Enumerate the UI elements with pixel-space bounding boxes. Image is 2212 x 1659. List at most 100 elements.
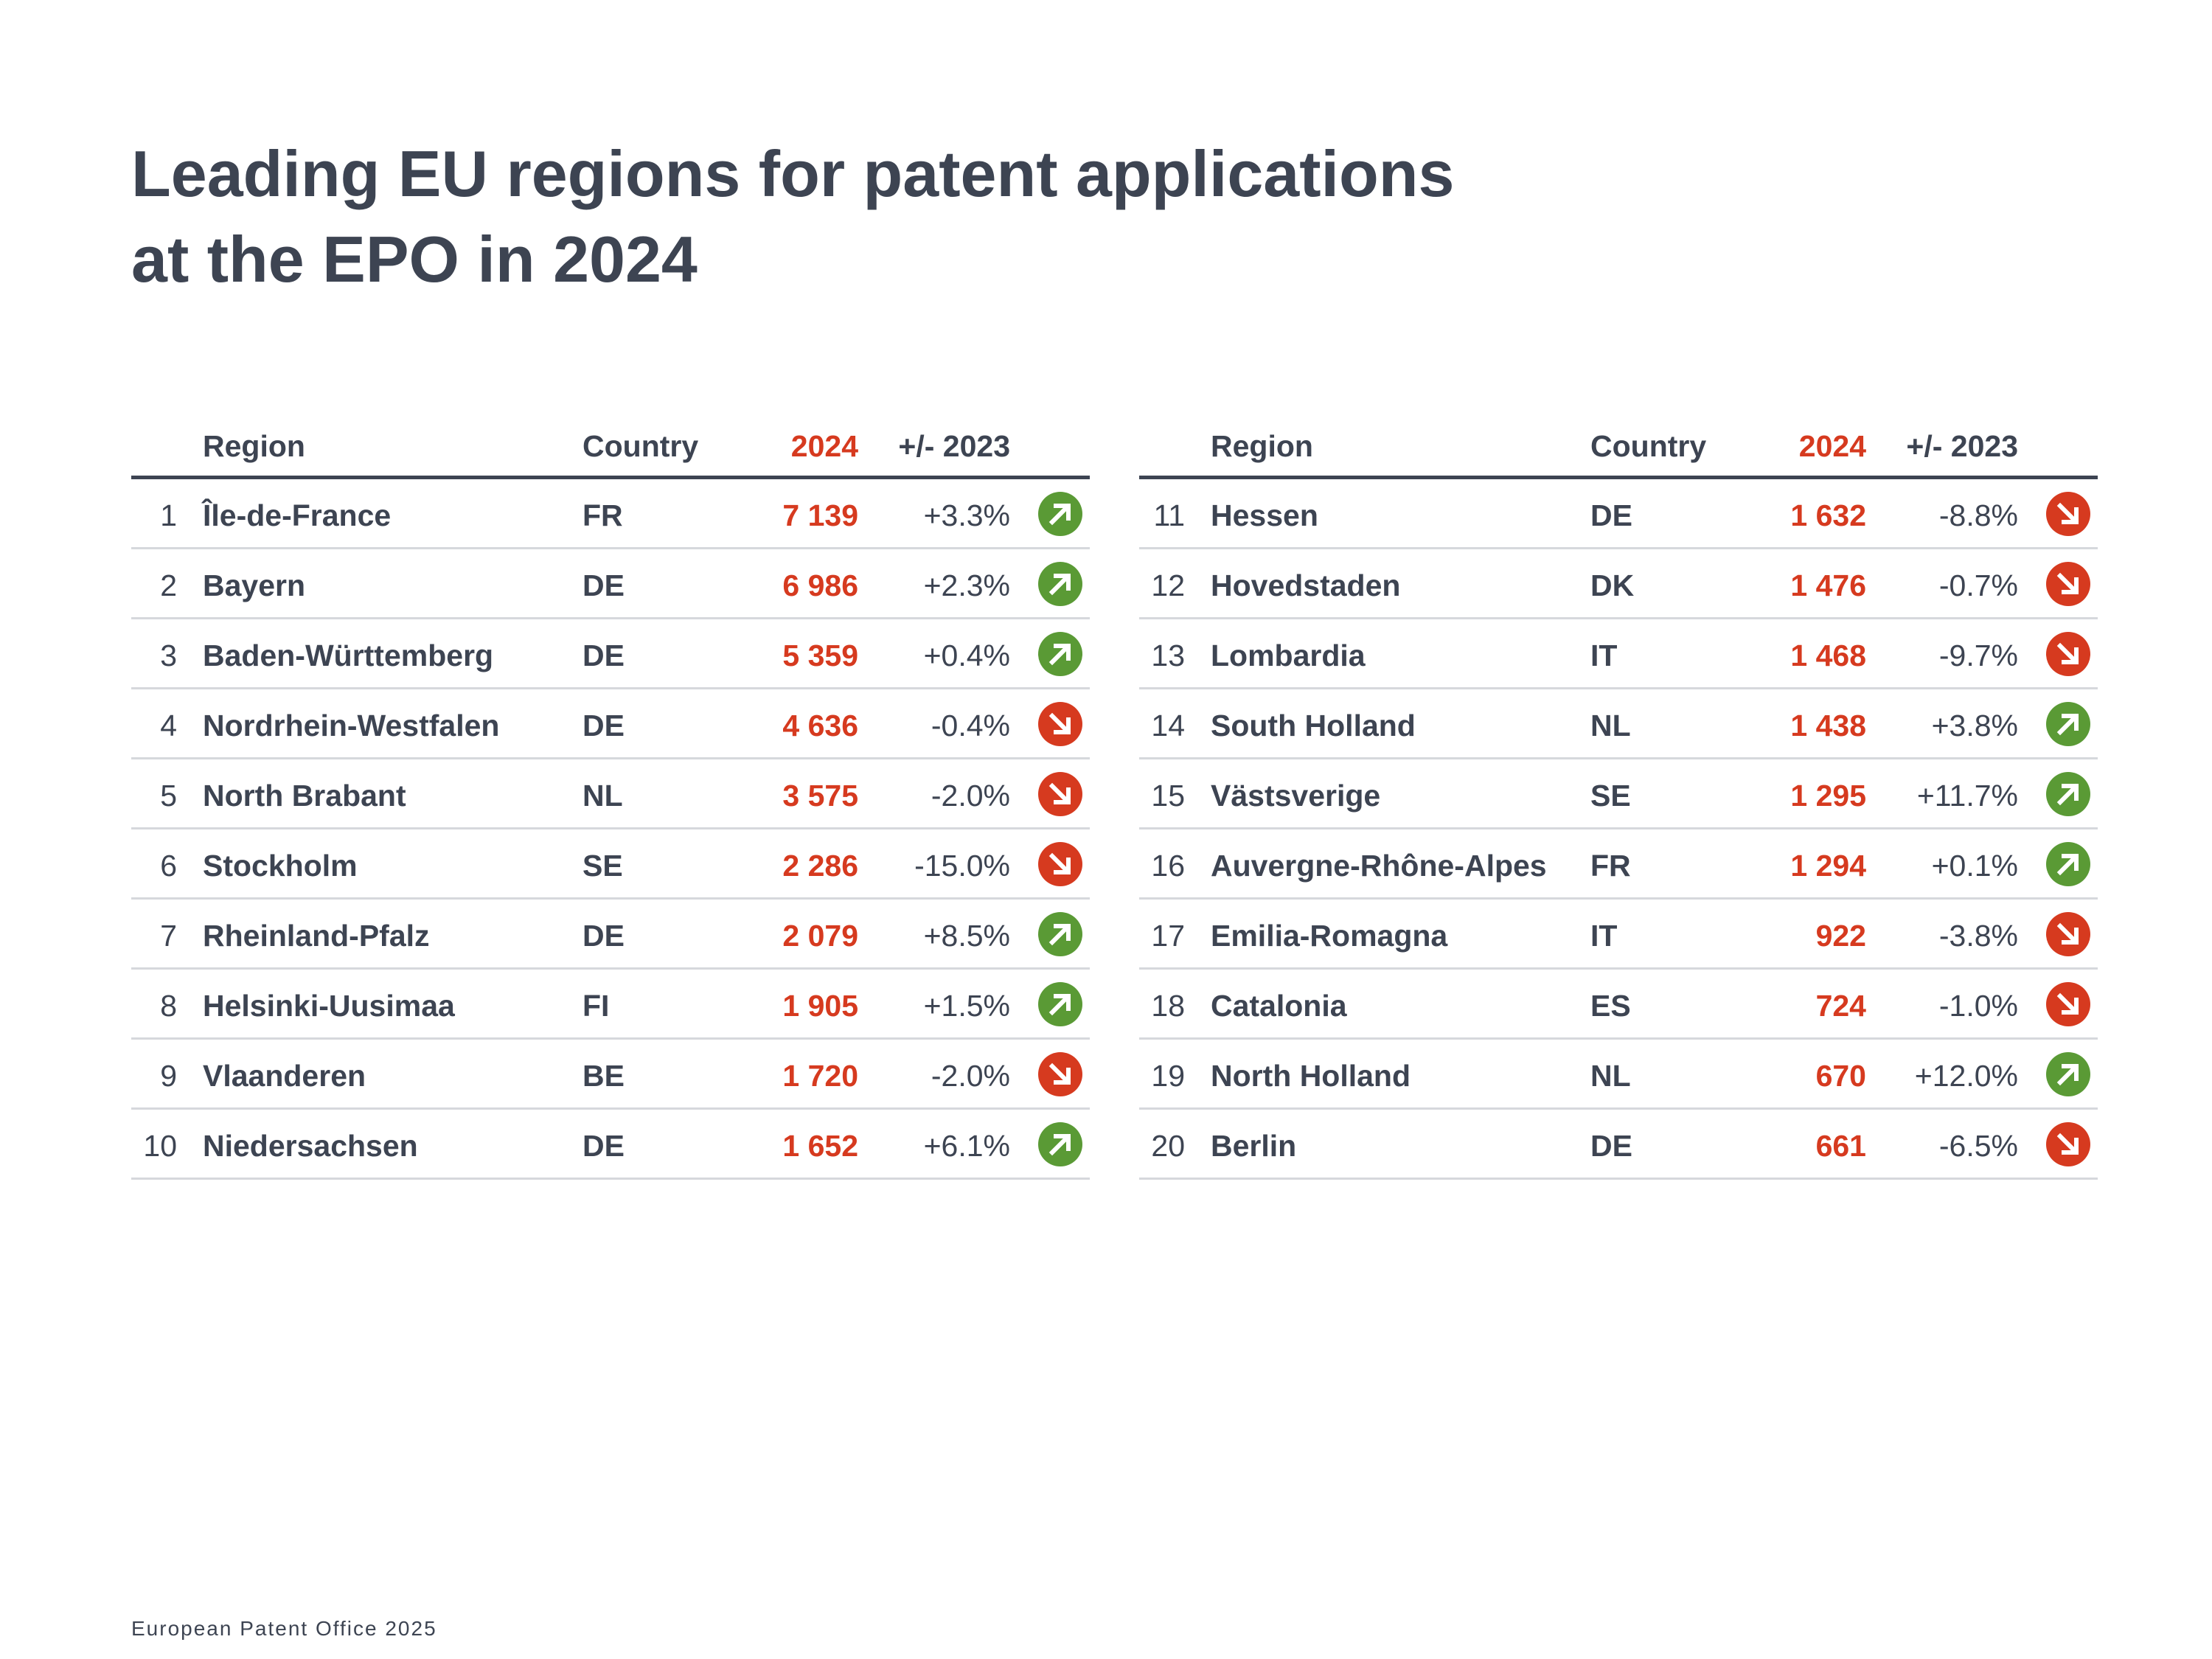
table-header: Region Country 2024 +/- 2023 xyxy=(1139,417,2098,479)
change-cell: -0.7% xyxy=(1939,568,2018,603)
value-cell: 4 636 xyxy=(782,709,858,743)
change-cell: +11.7% xyxy=(1917,779,2018,813)
region-cell: Emilia-Romagna xyxy=(1211,919,1447,953)
country-cell: DE xyxy=(582,709,625,743)
arrow-up-right-icon xyxy=(1038,982,1082,1026)
change-cell: -8.8% xyxy=(1939,498,2018,533)
value-cell: 2 286 xyxy=(782,849,858,883)
value-cell: 661 xyxy=(1816,1129,1866,1164)
header-country: Country xyxy=(582,429,698,464)
rank-cell: 17 xyxy=(1139,919,1185,953)
country-cell: FR xyxy=(1590,849,1631,883)
country-cell: IT xyxy=(1590,639,1617,673)
header-change: +/- 2023 xyxy=(1906,429,2018,464)
change-cell: -1.0% xyxy=(1939,989,2018,1023)
page-title: Leading EU regions for patent applicatio… xyxy=(131,131,1454,302)
arrow-down-right-icon xyxy=(2046,632,2090,676)
rank-cell: 16 xyxy=(1139,849,1185,883)
value-cell: 1 438 xyxy=(1790,709,1866,743)
table-row: 4Nordrhein-WestfalenDE4 636-0.4% xyxy=(131,689,1090,759)
arrow-up-right-icon xyxy=(1038,562,1082,606)
arrow-up-right-icon xyxy=(1038,632,1082,676)
country-cell: FI xyxy=(582,989,609,1023)
arrow-up-right-icon xyxy=(1038,912,1082,956)
table-row: 1Île-de-FranceFR7 139+3.3% xyxy=(131,479,1090,549)
arrow-up-right-icon xyxy=(2046,772,2090,816)
change-cell: +0.1% xyxy=(1932,849,2018,883)
region-cell: Västsverige xyxy=(1211,779,1380,813)
change-cell: +12.0% xyxy=(1915,1059,2018,1093)
title-line-2: at the EPO in 2024 xyxy=(131,217,1454,302)
region-cell: Niedersachsen xyxy=(203,1129,418,1164)
table-row: 11HessenDE1 632-8.8% xyxy=(1139,479,2098,549)
change-cell: +8.5% xyxy=(924,919,1010,953)
change-cell: +3.8% xyxy=(1932,709,2018,743)
rank-cell: 13 xyxy=(1139,639,1185,673)
rank-cell: 12 xyxy=(1139,568,1185,603)
title-line-1: Leading EU regions for patent applicatio… xyxy=(131,131,1454,217)
table-row: 9VlaanderenBE1 720-2.0% xyxy=(131,1040,1090,1110)
rank-cell: 15 xyxy=(1139,779,1185,813)
header-year: 2024 xyxy=(791,429,858,464)
rank-cell: 8 xyxy=(131,989,177,1023)
table-row: 3Baden-WürttembergDE5 359+0.4% xyxy=(131,619,1090,689)
value-cell: 6 986 xyxy=(782,568,858,603)
arrow-down-right-icon xyxy=(1038,842,1082,886)
value-cell: 3 575 xyxy=(782,779,858,813)
value-cell: 1 294 xyxy=(1790,849,1866,883)
change-cell: +1.5% xyxy=(924,989,1010,1023)
arrow-up-right-icon xyxy=(1038,1122,1082,1166)
table-body-left: 1Île-de-FranceFR7 139+3.3%2BayernDE6 986… xyxy=(131,479,1090,1180)
country-cell: SE xyxy=(1590,779,1631,813)
table-row: 7Rheinland-PfalzDE2 079+8.5% xyxy=(131,900,1090,970)
arrow-down-right-icon xyxy=(2046,982,2090,1026)
country-cell: SE xyxy=(582,849,623,883)
region-cell: Bayern xyxy=(203,568,305,603)
table-row: 15VästsverigeSE1 295+11.7% xyxy=(1139,759,2098,830)
arrow-down-right-icon xyxy=(2046,562,2090,606)
table-body-right: 11HessenDE1 632-8.8%12HovedstadenDK1 476… xyxy=(1139,479,2098,1180)
region-cell: Île-de-France xyxy=(203,498,391,533)
change-cell: -9.7% xyxy=(1939,639,2018,673)
header-year: 2024 xyxy=(1799,429,1866,464)
country-cell: DE xyxy=(582,1129,625,1164)
region-cell: Catalonia xyxy=(1211,989,1347,1023)
header-region: Region xyxy=(1211,429,1313,464)
header-change: +/- 2023 xyxy=(898,429,1010,464)
arrow-up-right-icon xyxy=(1038,492,1082,536)
change-cell: +6.1% xyxy=(924,1129,1010,1164)
region-cell: Helsinki-Uusimaa xyxy=(203,989,455,1023)
country-cell: NL xyxy=(582,779,623,813)
change-cell: -0.4% xyxy=(931,709,1010,743)
region-cell: Auvergne-Rhône-Alpes xyxy=(1211,849,1547,883)
arrow-up-right-icon xyxy=(2046,702,2090,746)
country-cell: DE xyxy=(582,919,625,953)
table-header: Region Country 2024 +/- 2023 xyxy=(131,417,1090,479)
table-row: 6StockholmSE2 286-15.0% xyxy=(131,830,1090,900)
table-row: 13LombardiaIT1 468-9.7% xyxy=(1139,619,2098,689)
country-cell: NL xyxy=(1590,1059,1631,1093)
table-row: 2BayernDE6 986+2.3% xyxy=(131,549,1090,619)
country-cell: ES xyxy=(1590,989,1631,1023)
rank-cell: 3 xyxy=(131,639,177,673)
change-cell: +3.3% xyxy=(924,498,1010,533)
value-cell: 2 079 xyxy=(782,919,858,953)
table-row: 8Helsinki-UusimaaFI1 905+1.5% xyxy=(131,970,1090,1040)
value-cell: 922 xyxy=(1816,919,1866,953)
country-cell: DE xyxy=(1590,498,1632,533)
arrow-down-right-icon xyxy=(1038,702,1082,746)
value-cell: 1 476 xyxy=(1790,568,1866,603)
rank-cell: 7 xyxy=(131,919,177,953)
value-cell: 1 632 xyxy=(1790,498,1866,533)
arrow-down-right-icon xyxy=(1038,772,1082,816)
rank-cell: 1 xyxy=(131,498,177,533)
rank-cell: 10 xyxy=(131,1129,177,1164)
rank-cell: 2 xyxy=(131,568,177,603)
arrow-down-right-icon xyxy=(2046,912,2090,956)
region-cell: Stockholm xyxy=(203,849,358,883)
ranking-table-right: Region Country 2024 +/- 2023 11HessenDE1… xyxy=(1139,417,2098,1180)
header-region: Region xyxy=(203,429,305,464)
table-row: 14South HollandNL1 438+3.8% xyxy=(1139,689,2098,759)
rank-cell: 11 xyxy=(1139,498,1185,533)
table-row: 19North HollandNL670+12.0% xyxy=(1139,1040,2098,1110)
